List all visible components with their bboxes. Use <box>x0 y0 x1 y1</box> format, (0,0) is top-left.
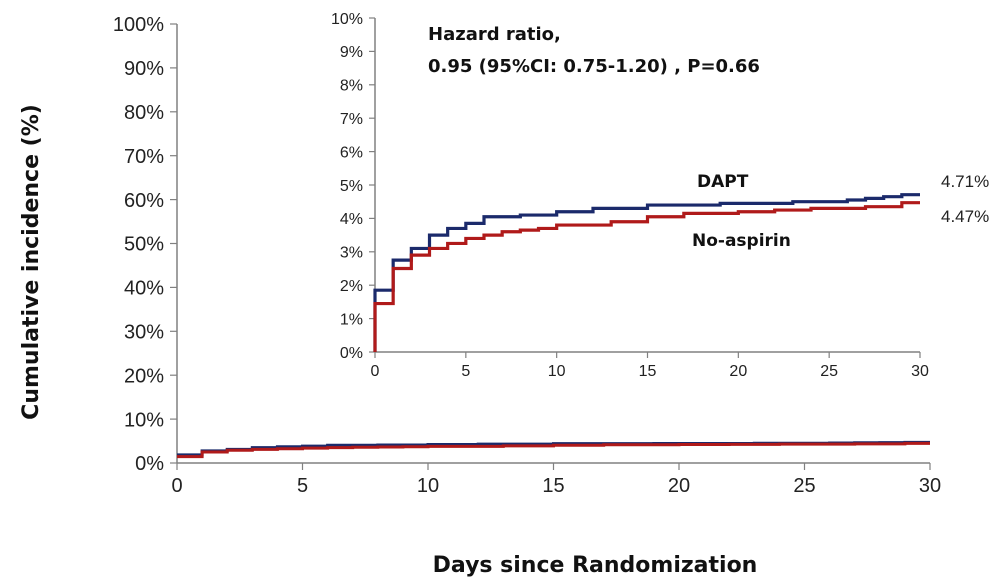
main-x-tick-label: 0 <box>171 475 182 497</box>
x-axis-label: Days since Randomization <box>433 553 758 578</box>
inset-x-tick-label: 15 <box>639 363 657 380</box>
inset-x-tick-label: 30 <box>911 363 929 380</box>
main-y-tick-label: 60% <box>124 190 164 212</box>
main-x-tick-label: 20 <box>668 475 690 497</box>
main-y-tick-label: 10% <box>124 409 164 431</box>
inset-x-tick-label: 20 <box>729 363 747 380</box>
inset-y-tick-label: 7% <box>340 111 363 128</box>
main-y-tick-label: 40% <box>124 278 164 300</box>
inset-y-tick-label: 4% <box>340 211 363 228</box>
main-no-aspirin-series-line <box>177 441 930 459</box>
y-axis-label: Cumulative incidence (%) <box>19 104 44 420</box>
main-x-tick-label: 15 <box>542 475 564 497</box>
inset-y-tick-label: 9% <box>340 44 363 61</box>
inset-y-tick-label: 2% <box>340 278 363 295</box>
main-y-tick-label: 90% <box>124 58 164 80</box>
inset-plot: 0% 1% 2% 3% 4% 5% 6% 7% 8% 9% 10% 0 5 10 15 20 25 30 <box>331 11 929 380</box>
inset-y-tick-label: 8% <box>340 78 363 95</box>
dapt-end-value-label: 4.71% <box>941 172 989 191</box>
main-x-tick-label: 5 <box>297 475 308 497</box>
main-x-tick-label: 30 <box>919 475 941 497</box>
inset-y-tick-label: 5% <box>340 178 363 195</box>
inset-x-tick-label: 0 <box>371 363 380 380</box>
main-y-tick-label: 100% <box>113 14 164 36</box>
main-y-tick-label: 70% <box>124 146 164 168</box>
main-y-tick-label: 30% <box>124 322 164 344</box>
inset-x-tick-label: 10 <box>548 363 566 380</box>
inset-y-tick-label: 6% <box>340 144 363 161</box>
inset-y-tick-label: 10% <box>331 11 363 28</box>
dapt-series-label: DAPT <box>697 172 749 192</box>
hazard-ratio-value: 0.95 (95%CI: 0.75-1.20) , P=0.66 <box>428 56 760 77</box>
main-plot: 0%10%20%30%40%50%60%70%80%90%100%0 5 10 15 2… <box>113 14 941 497</box>
hazard-ratio-label: Hazard ratio, <box>428 24 561 45</box>
inset-y-tick-label: 0% <box>340 345 363 362</box>
no-aspirin-series-label: No-aspirin <box>692 231 791 251</box>
inset-x-tick-label: 5 <box>461 363 470 380</box>
main-y-tick-label: 50% <box>124 234 164 256</box>
inset-y-tick-label: 3% <box>340 245 363 262</box>
main-x-tick-label: 25 <box>793 475 815 497</box>
main-x-tick-label: 10 <box>417 475 439 497</box>
inset-y-tick-label: 1% <box>340 311 363 328</box>
inset-no-aspirin-series-line <box>373 201 920 352</box>
inset-dapt-series-line <box>373 193 920 352</box>
main-y-tick-label: 0% <box>135 453 164 475</box>
main-y-tick-label: 20% <box>124 365 164 387</box>
no-aspirin-end-value-label: 4.47% <box>941 207 989 226</box>
main-y-tick-label: 80% <box>124 102 164 124</box>
inset-x-tick-label: 25 <box>820 363 838 380</box>
